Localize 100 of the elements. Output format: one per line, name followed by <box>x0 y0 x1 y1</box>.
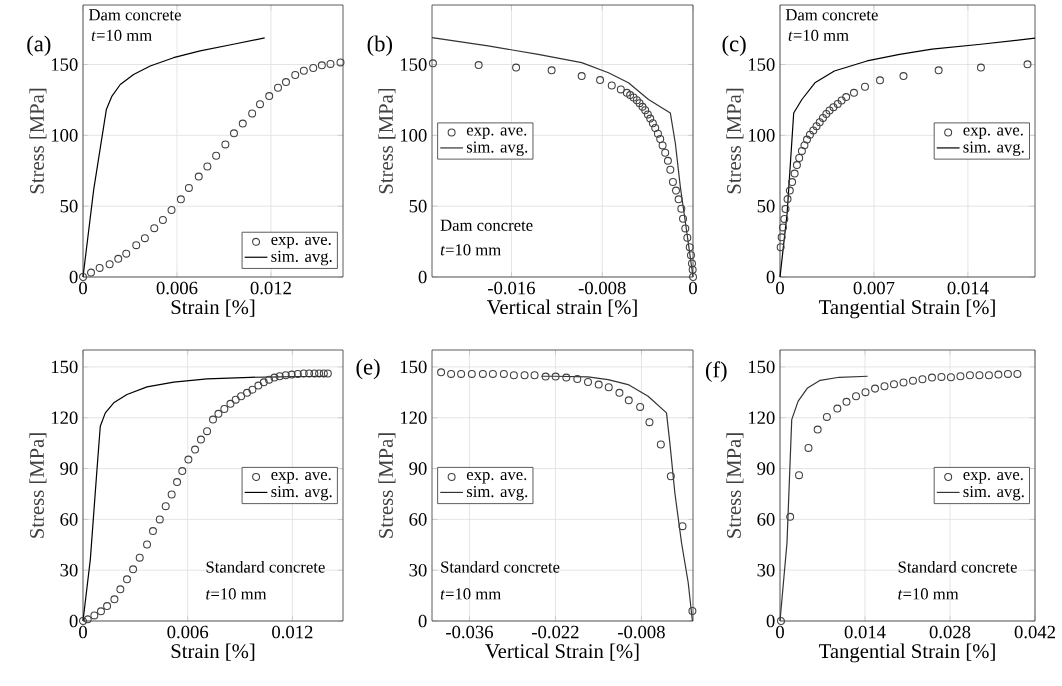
annotation: Standard concrete <box>441 560 560 573</box>
point <box>281 78 290 87</box>
x-tick-label: 0.028 <box>929 625 971 639</box>
point <box>849 88 858 97</box>
point <box>83 615 92 624</box>
y-tick-label: 0 <box>418 270 427 284</box>
point <box>248 385 257 394</box>
y-tick-label: 50 <box>60 199 78 213</box>
y-tick-label: 90 <box>409 462 427 475</box>
annotation: Dam concrete <box>88 9 181 21</box>
y-axis-title: Stress [MPa] <box>726 433 744 538</box>
y-tick-label: 100 <box>400 129 427 142</box>
point <box>103 602 112 611</box>
point <box>638 102 647 111</box>
legend-label: exp. ave. <box>271 472 331 484</box>
point <box>336 58 345 67</box>
point <box>509 371 518 380</box>
y-tick-label: 0 <box>69 270 78 284</box>
point <box>616 85 625 94</box>
point <box>155 515 164 524</box>
y-tick-label: 50 <box>409 199 427 213</box>
point <box>293 369 302 378</box>
point <box>270 373 279 382</box>
point <box>273 83 283 92</box>
point <box>656 440 665 449</box>
x-tick-label: 0 <box>79 281 87 295</box>
point <box>319 369 328 378</box>
point <box>681 224 690 233</box>
point <box>615 388 624 397</box>
annotation: t=10 mm <box>898 588 959 600</box>
point <box>804 443 813 452</box>
point <box>656 135 665 144</box>
point <box>778 223 787 232</box>
point <box>541 372 550 381</box>
legend-label: exp. ave. <box>466 472 527 484</box>
point <box>161 502 170 511</box>
point <box>317 61 326 70</box>
point <box>604 383 613 392</box>
point <box>573 374 582 383</box>
y-tick-label: 0 <box>69 614 78 628</box>
point <box>194 172 203 181</box>
point <box>800 141 809 150</box>
point <box>287 370 296 379</box>
point <box>259 378 268 387</box>
point <box>629 93 638 102</box>
x-tick-label: 0 <box>776 625 784 639</box>
point <box>792 161 801 170</box>
point <box>594 380 603 389</box>
point <box>861 388 870 397</box>
point <box>678 522 687 531</box>
point <box>668 177 677 186</box>
point <box>875 76 884 85</box>
point <box>685 243 694 252</box>
point <box>671 186 680 195</box>
point <box>114 254 123 263</box>
point <box>646 114 655 123</box>
legend-label: sim. avg. <box>466 141 528 157</box>
point <box>946 373 955 382</box>
point <box>688 265 697 274</box>
y-tick-label: 90 <box>757 462 775 475</box>
point <box>428 59 437 68</box>
point <box>275 372 284 381</box>
point <box>512 63 521 72</box>
point <box>214 409 223 418</box>
point <box>299 369 308 378</box>
point <box>178 467 187 476</box>
x-axis-title: Vertical Strain [%] <box>485 643 639 661</box>
x-tick-label: 0 <box>79 625 87 639</box>
point <box>184 455 193 464</box>
point <box>786 512 795 521</box>
point <box>176 195 185 204</box>
point <box>231 395 240 404</box>
point <box>899 72 908 81</box>
legend-label: sim. avg. <box>963 485 1024 501</box>
point <box>653 129 662 138</box>
point <box>530 371 539 380</box>
point <box>632 96 641 105</box>
x-axis-title: Strain [%] <box>171 299 255 317</box>
point <box>956 372 965 381</box>
point <box>547 66 556 75</box>
y-tick-label: 100 <box>748 129 775 142</box>
point <box>815 118 824 127</box>
x-tick-label: 0.007 <box>853 281 895 295</box>
point <box>686 251 695 260</box>
text: (c) <box>722 35 746 57</box>
point <box>167 490 176 499</box>
x-tick-label: -0.022 <box>532 625 579 639</box>
point <box>158 216 167 225</box>
point <box>795 471 804 480</box>
point <box>852 392 861 401</box>
point <box>173 478 182 487</box>
point <box>822 412 831 421</box>
y-tick-label: 150 <box>400 58 427 71</box>
legend-label: sim. avg. <box>963 141 1024 157</box>
point <box>777 233 786 242</box>
point <box>86 268 95 277</box>
y-tick-label: 60 <box>409 513 427 526</box>
point <box>1003 369 1012 378</box>
legend-label: exp. ave. <box>466 127 527 139</box>
point <box>871 384 880 393</box>
